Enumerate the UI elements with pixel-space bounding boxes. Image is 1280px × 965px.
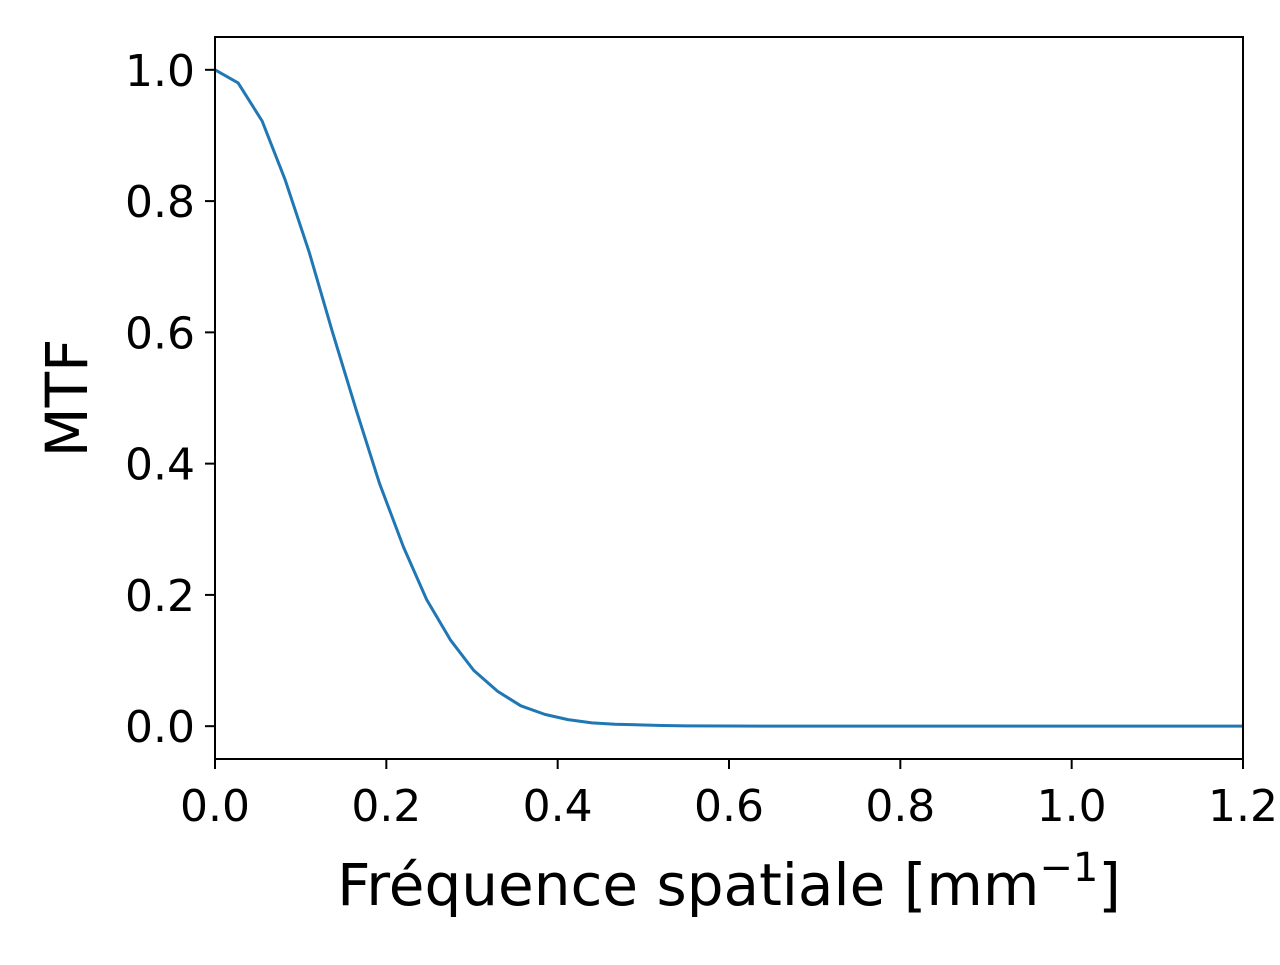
x-axis-label-main: Fréquence spatiale [mm bbox=[337, 851, 1039, 919]
axis-ticks: 0.0 0.2 0.4 0.6 0.8 1.0 1.2 0.0 0.2 0.4 0.6 0.8 1.0 bbox=[125, 46, 1278, 832]
y-tick-label: 1.0 bbox=[125, 46, 195, 97]
x-tick-label: 0.8 bbox=[865, 781, 935, 832]
x-tick-label: 0.0 bbox=[180, 781, 250, 832]
x-tick-label: 0.4 bbox=[523, 781, 593, 832]
y-tick-label: 0.2 bbox=[125, 571, 195, 622]
y-tick-label: 0.8 bbox=[125, 177, 195, 228]
y-tick-label: 0.6 bbox=[125, 308, 195, 359]
series-line-0 bbox=[214, 68, 1243, 728]
x-axis-label-suffix: ] bbox=[1098, 851, 1121, 919]
y-tick-label: 0.4 bbox=[125, 440, 195, 491]
x-axis-label: Fréquence spatiale [mm−1] bbox=[337, 845, 1121, 919]
x-tick-label: 0.2 bbox=[351, 781, 421, 832]
plot-area bbox=[214, 68, 1243, 728]
x-tick-label: 0.6 bbox=[694, 781, 764, 832]
y-axis-label: MTF bbox=[33, 339, 101, 458]
x-tick-label: 1.0 bbox=[1037, 781, 1107, 832]
x-axis-label-exponent: −1 bbox=[1039, 845, 1098, 891]
y-tick-label: 0.0 bbox=[125, 702, 195, 753]
x-tick-label: 1.2 bbox=[1208, 781, 1278, 832]
plot-frame bbox=[214, 36, 1244, 760]
